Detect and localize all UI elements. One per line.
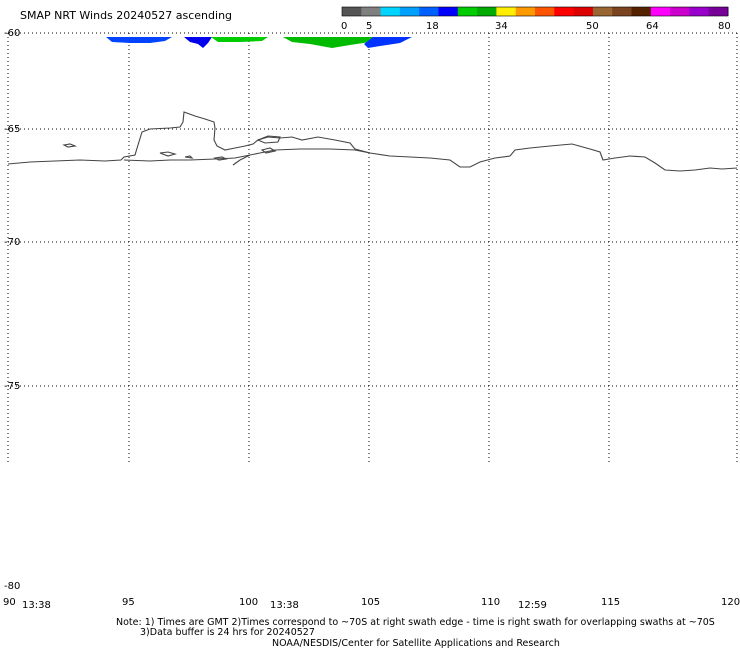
wind-swath-green [211,37,268,42]
coastline [7,111,738,172]
colorbar-segment [419,7,439,16]
lon-label: 100 [239,597,259,608]
colorbar-segment [573,7,594,16]
lat-label: -70 [4,237,21,248]
swath-time: 13:38 [270,600,299,611]
colorbar-tick-label: 0 [341,21,348,32]
colorbar-segment [535,7,555,16]
colorbar-segment [708,7,729,16]
colorbar-frame [341,6,729,17]
colorbar-segment [361,7,382,16]
swath-time: 13:38 [22,600,51,611]
colorbar-segment [399,7,420,16]
lat-label: -60 [4,28,21,39]
ice-island [184,155,194,159]
lat-label: -75 [4,381,21,392]
wind-swath-blue [106,37,172,43]
lat-label: -80 [4,581,21,592]
colorbar-segment [457,7,478,16]
colorbar-tick-label: 50 [586,21,599,32]
colorbar-tick-label: 80 [718,21,731,32]
note-line-3: NOAA/NESDIS/Center for Satellite Applica… [272,638,560,649]
colorbar-tick-label: 5 [366,21,373,32]
map-title: SMAP NRT Winds 20240527 ascending [20,9,233,22]
colorbar-segment [380,7,401,16]
coastline-path [232,154,251,166]
colorbar-segment [496,7,517,16]
colorbar-tick-label: 18 [426,21,439,32]
swath-time: 12:59 [518,600,547,611]
lon-label: 110 [481,597,501,608]
wind-swath-green [283,37,375,48]
ice-island [62,143,78,148]
wind-swath-blue [364,37,412,48]
colorbar-segment [612,7,632,16]
ice-island [260,147,277,154]
colorbar-segment [342,7,362,16]
colorbar-segment [670,7,690,16]
colorbar-tick-label: 64 [646,21,659,32]
lon-label: 90 [3,597,16,608]
lat-label: -65 [4,124,21,135]
wind-swaths [106,37,412,48]
colorbar-segment [477,7,497,16]
lon-label: 120 [721,597,740,608]
wind-swath-blue [184,37,212,48]
colorbar-segment [592,7,613,16]
colorbar-segment [438,7,459,16]
ice-island [159,151,178,157]
ice-island [256,135,281,144]
colorbar-tick-label: 34 [495,21,508,32]
ice-island [213,156,228,161]
note-line-1: Note: 1) Times are GMT 2)Times correspon… [116,617,715,628]
gridlines [7,32,738,465]
colorbar-segment [515,7,536,16]
colorbar-segment [689,7,710,16]
note-line-2: 3)Data buffer is 24 hrs for 20240527 [140,627,315,638]
lon-label: 105 [361,597,381,608]
colorbar [341,6,729,17]
colorbar-segment [631,7,652,16]
colorbar-segment [650,7,671,16]
coastline-path [7,111,738,172]
coastline-path [123,148,371,162]
colorbar-segment [554,7,575,16]
lon-label: 115 [601,597,621,608]
lon-label: 95 [122,597,135,608]
